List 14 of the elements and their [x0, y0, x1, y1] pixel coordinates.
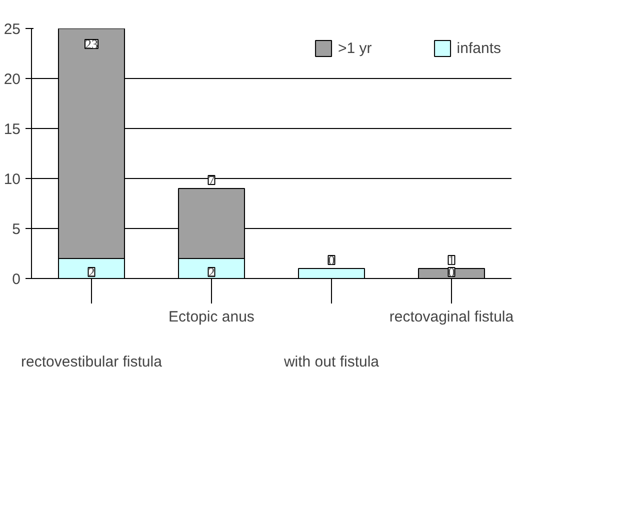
data-label: 1: [448, 252, 455, 268]
y-tick-label: 25: [4, 21, 21, 38]
y-tick-label: 10: [4, 171, 21, 188]
legend-label: >1 yr: [338, 40, 372, 56]
y-tick-label: 20: [4, 71, 21, 88]
data-label: 23: [85, 36, 98, 52]
y-tick-label: 15: [4, 121, 21, 138]
y-tick-label: 5: [12, 221, 20, 238]
x-tick-label: rectovestibular fistula: [21, 354, 163, 370]
y-tick-label: 0: [12, 271, 20, 288]
legend-label: infants: [456, 40, 501, 56]
x-tick-label: Ectopic anus: [168, 308, 254, 326]
x-tick-label: rectovaginal fistula: [389, 308, 514, 326]
x-tick-label: with out fistula: [282, 354, 380, 370]
